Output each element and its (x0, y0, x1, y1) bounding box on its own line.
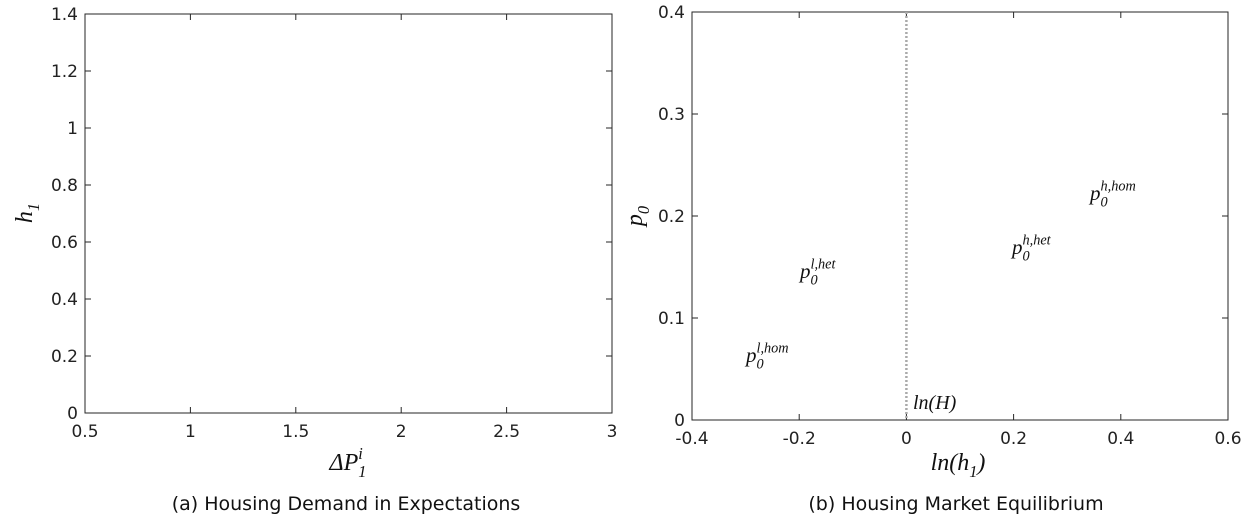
label-part: i (358, 444, 363, 463)
y-tick-label: 0.3 (658, 105, 685, 125)
caption: (a) Housing Demand in Expectations (172, 493, 521, 515)
x-axis-label: ΔP1i (329, 444, 367, 481)
x-tick-label: -0.4 (675, 429, 708, 449)
label-part: p (1088, 181, 1101, 205)
plot-frame (84, 13, 613, 414)
label-part: h,hom (1101, 179, 1136, 195)
y-tick-label: 0.6 (51, 233, 78, 253)
label-part: p (798, 259, 811, 283)
label-part: l,het (811, 257, 837, 273)
y-tick-label: 1.4 (51, 5, 78, 25)
series-label: p0h,het (1010, 233, 1052, 265)
x-tick-label: 2 (396, 422, 407, 442)
label-part: ) (949, 392, 957, 414)
series-label: p0h,hom (1088, 179, 1136, 211)
y-tick-label: 0.8 (51, 176, 78, 196)
label-part: 1 (969, 462, 977, 481)
y-tick-label: 0.4 (51, 290, 78, 310)
x-tick-label: 0.5 (71, 422, 98, 442)
label-part: 1 (24, 203, 43, 211)
label-part: 0 (1101, 194, 1108, 210)
y-axis-label: h1 (12, 203, 43, 223)
label-part: 0 (757, 356, 764, 372)
x-tick-label: 1 (185, 422, 196, 442)
label-part: H (934, 392, 951, 414)
series-label: p0l,het (798, 257, 836, 289)
label-part: p (622, 214, 648, 228)
label-part: h (12, 211, 38, 223)
y-axis-label: p0 (622, 206, 653, 228)
x-tick-label: 0 (901, 429, 912, 449)
y-tick-label: 1.2 (51, 62, 78, 82)
y-tick-label: 0 (67, 404, 78, 424)
x-tick-label: 1.5 (282, 422, 309, 442)
label-part: l,hom (757, 341, 789, 357)
label-part: ΔP (329, 450, 359, 476)
y-tick-label: 0.2 (658, 207, 685, 227)
label-part: 0 (811, 272, 818, 288)
label-part: 1 (358, 462, 366, 481)
label-part: 0 (634, 206, 653, 214)
y-tick-label: 0 (674, 411, 685, 431)
label-part: p (1010, 235, 1023, 259)
plot-frame (691, 11, 1229, 421)
y-tick-label: 0.1 (658, 309, 685, 329)
label-part: ln( (913, 392, 937, 414)
x-tick-label: 0.2 (1000, 429, 1027, 449)
reference-label: ln(H) (913, 392, 957, 414)
caption: (b) Housing Market Equilibrium (808, 493, 1103, 515)
x-tick-label: -0.2 (783, 429, 816, 449)
label-part: 0 (1023, 248, 1030, 264)
label-part: ) (975, 450, 985, 476)
y-tick-label: 0.4 (658, 3, 685, 23)
x-tick-label: 0.6 (1214, 429, 1241, 449)
label-part: ln(h (931, 450, 970, 476)
y-tick-label: 1 (67, 119, 78, 139)
y-tick-label: 0.2 (51, 347, 78, 367)
x-tick-label: 3 (607, 422, 618, 442)
series-label: p0l,hom (744, 341, 789, 373)
label-part: p (744, 343, 757, 367)
x-tick-label: 0.4 (1107, 429, 1134, 449)
x-axis-label: ln(h1) (931, 450, 986, 481)
x-tick-label: 2.5 (493, 422, 520, 442)
label-part: h,het (1023, 233, 1052, 249)
